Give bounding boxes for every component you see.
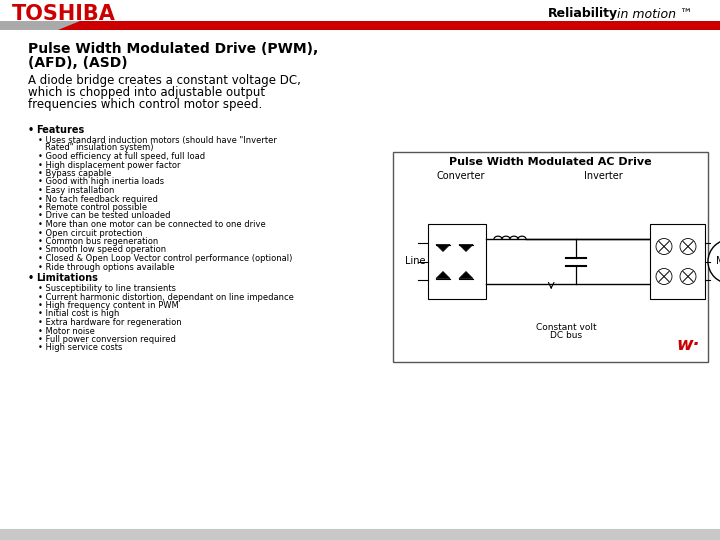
Text: • Remote control possible: • Remote control possible	[38, 203, 147, 212]
Text: Features: Features	[36, 125, 84, 135]
Text: • Closed & Open Loop Vector control performance (optional): • Closed & Open Loop Vector control perf…	[38, 254, 292, 263]
Polygon shape	[459, 272, 473, 279]
Text: • Motor noise: • Motor noise	[38, 327, 95, 335]
Text: • No tach feedback required: • No tach feedback required	[38, 194, 158, 204]
Text: •: •	[28, 273, 37, 283]
Circle shape	[680, 239, 696, 254]
Text: • Smooth low speed operation: • Smooth low speed operation	[38, 246, 166, 254]
Bar	[650, 224, 705, 299]
Text: Limitations: Limitations	[36, 273, 98, 283]
Text: • High displacement power factor: • High displacement power factor	[38, 160, 181, 170]
Text: Pulse Width Modulated AC Drive: Pulse Width Modulated AC Drive	[449, 157, 652, 167]
Text: • Good efficiency at full speed, full load: • Good efficiency at full speed, full lo…	[38, 152, 205, 161]
Text: Line: Line	[405, 256, 426, 266]
Text: • Uses standard induction motors (should have "Inverter: • Uses standard induction motors (should…	[38, 136, 277, 145]
Text: • Current harmonic distortion, dependant on line impedance: • Current harmonic distortion, dependant…	[38, 293, 294, 301]
Text: • Ride through options available: • Ride through options available	[38, 262, 175, 272]
Text: which is chopped into adjustable output: which is chopped into adjustable output	[28, 86, 265, 99]
Polygon shape	[436, 245, 450, 252]
Text: • Easy installation: • Easy installation	[38, 186, 114, 195]
Text: • Full power conversion required: • Full power conversion required	[38, 335, 176, 344]
Text: DC bus: DC bus	[550, 332, 582, 341]
Text: Pulse Width Modulated Drive (PWM),: Pulse Width Modulated Drive (PWM),	[28, 42, 318, 56]
Text: Converter: Converter	[437, 171, 485, 181]
Text: •: •	[28, 125, 37, 135]
Text: • Drive can be tested unloaded: • Drive can be tested unloaded	[38, 212, 171, 220]
Bar	[0, 0, 720, 30]
Text: Reliability: Reliability	[548, 8, 618, 21]
Polygon shape	[459, 245, 473, 252]
Text: • Open circuit protection: • Open circuit protection	[38, 228, 143, 238]
Bar	[0, 529, 720, 540]
Text: • Bypass capable: • Bypass capable	[38, 169, 112, 178]
Circle shape	[708, 240, 720, 284]
Text: in motion ™: in motion ™	[613, 8, 693, 21]
Text: w·: w·	[677, 336, 700, 354]
Text: TOSHIBA: TOSHIBA	[12, 4, 116, 24]
Text: • Good with high inertia loads: • Good with high inertia loads	[38, 178, 164, 186]
Text: • Initial cost is high: • Initial cost is high	[38, 309, 120, 319]
Text: Constant volt: Constant volt	[536, 322, 597, 332]
Polygon shape	[55, 21, 720, 30]
Text: Motor: Motor	[716, 256, 720, 267]
Text: A diode bridge creates a constant voltage DC,: A diode bridge creates a constant voltag…	[28, 74, 301, 87]
Text: • Susceptibility to line transients: • Susceptibility to line transients	[38, 284, 176, 293]
Text: frequencies which control motor speed.: frequencies which control motor speed.	[28, 98, 262, 111]
Text: (AFD), (ASD): (AFD), (ASD)	[28, 56, 127, 70]
Text: Inverter: Inverter	[584, 171, 622, 181]
Circle shape	[656, 268, 672, 285]
Polygon shape	[0, 21, 80, 30]
Text: • High service costs: • High service costs	[38, 343, 122, 353]
Polygon shape	[436, 272, 450, 279]
Text: • Extra hardware for regeneration: • Extra hardware for regeneration	[38, 318, 181, 327]
Bar	[428, 224, 486, 299]
Text: Rated" insulation system): Rated" insulation system)	[45, 144, 153, 152]
Bar	[393, 152, 708, 362]
Text: • More than one motor can be connected to one drive: • More than one motor can be connected t…	[38, 220, 266, 229]
Circle shape	[680, 268, 696, 285]
Text: • High frequency content in PWM: • High frequency content in PWM	[38, 301, 179, 310]
Circle shape	[656, 239, 672, 254]
Text: • Common bus regeneration: • Common bus regeneration	[38, 237, 158, 246]
